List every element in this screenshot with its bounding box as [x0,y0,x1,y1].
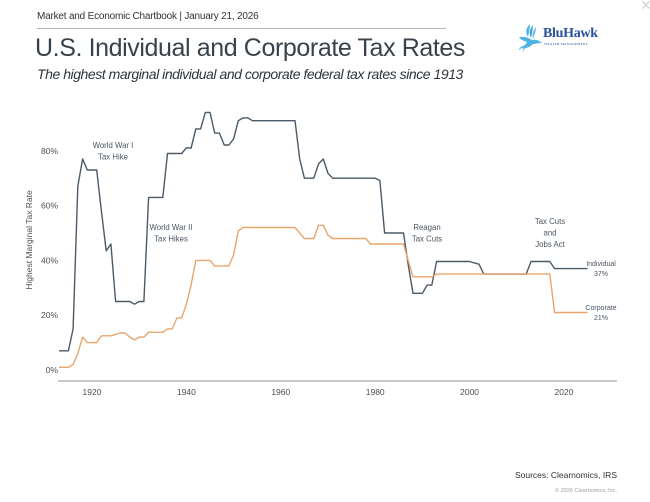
logo-wordmark: BluHawk [543,26,598,41]
annotation-world-war-2: World War II [150,223,193,232]
end-label-corporate: Corporate [585,305,616,312]
x-tick-label: 1920 [83,387,102,397]
x-tick-label: 1940 [177,387,196,397]
y-axis-title: Highest Marginal Tax Rate [24,190,34,290]
x-tick-label: 2020 [555,387,574,397]
x-tick-label: 2000 [460,387,479,397]
y-tick-label: 80% [41,146,58,156]
y-tick-label: 0% [46,365,59,375]
end-value-corporate: 21% [594,315,608,322]
y-tick-label: 40% [41,255,58,265]
annotation-reagan: Tax Cuts [412,235,442,244]
end-label-individual: Individual [586,261,616,268]
annotation-world-war-1: World War I [93,141,134,150]
hawk-icon [518,24,542,52]
y-axis-ticks: 0% 20% 40% 60% 80% [41,146,58,375]
annotations: World War I Tax Hike World War II Tax Hikes… [93,141,566,249]
close-icon[interactable]: ✕ [640,0,650,13]
copyright-note: © 2026 Clearnomics, Inc. [555,488,617,494]
annotation-world-war-2: Tax Hikes [154,235,188,244]
x-tick-label: 1980 [366,387,385,397]
sources-note: Sources: Clearnomics, IRS [514,470,617,480]
annotation-tcja: Jobs Act [535,240,565,249]
series-line-individual [59,111,588,352]
header-divider [37,28,446,29]
end-value-individual: 37% [594,271,608,278]
y-tick-label: 60% [41,201,58,211]
page-subtitle: The highest marginal individual and corp… [37,66,463,82]
annotation-tcja: and [543,229,556,238]
bluhawk-logo: BluHawk WEALTH MANAGEMENT [516,22,608,52]
series-end-labels: Individual 37% Corporate 21% [585,261,616,322]
annotation-tcja: Tax Cuts [535,217,565,226]
annotation-world-war-1: Tax Hike [98,153,128,162]
x-tick-label: 1960 [271,387,290,397]
x-axis-ticks: 1920 1940 1960 1980 2000 2020 [83,387,574,397]
page-title: U.S. Individual and Corporate Tax Rates [35,34,466,62]
logo-tagline: WEALTH MANAGEMENT [544,42,589,46]
y-tick-label: 20% [41,310,58,320]
series-line-corporate [59,224,588,368]
annotation-reagan: Reagan [413,223,440,232]
chartbook-header: Market and Economic Chartbook | January … [37,11,259,22]
series-lines [59,111,588,368]
